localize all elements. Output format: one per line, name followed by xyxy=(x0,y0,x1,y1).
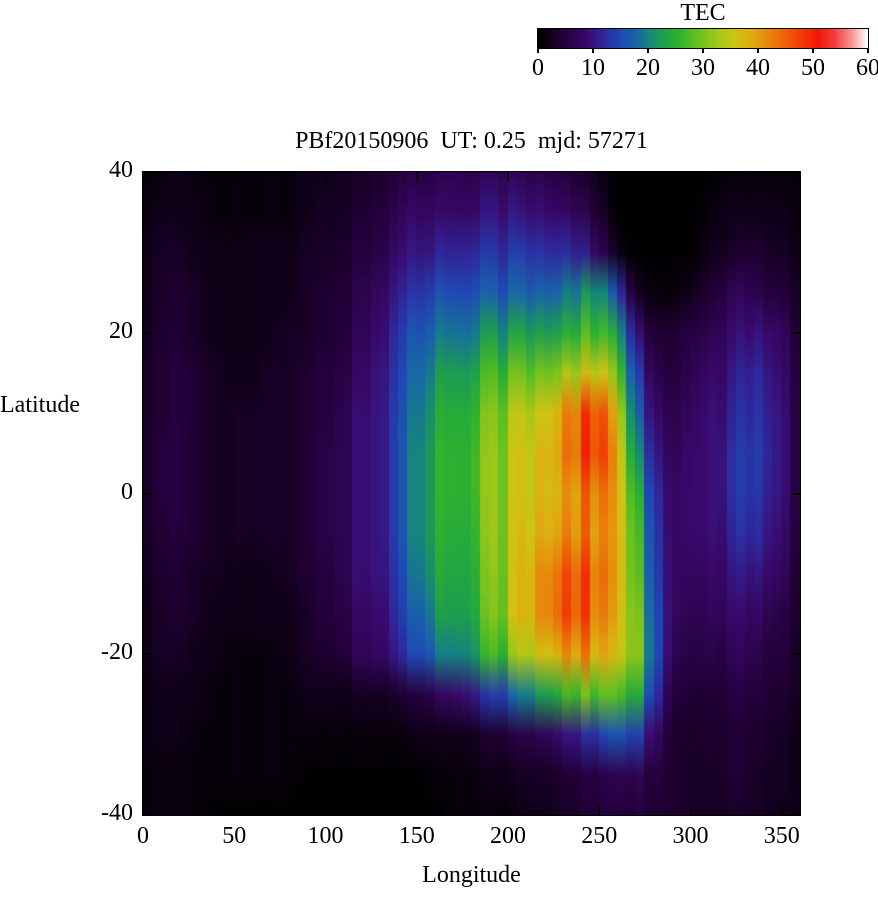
colorbar-tick-label: 30 xyxy=(691,55,715,81)
y-tick-label: 20 xyxy=(109,317,133,344)
x-tick xyxy=(142,806,144,815)
x-tick-label: 300 xyxy=(672,823,709,849)
y-tick xyxy=(143,331,152,334)
x-tick-label: 150 xyxy=(398,823,435,849)
x-tick-label: 50 xyxy=(222,823,247,849)
x-tick xyxy=(598,806,601,815)
colorbar-tick-label: 20 xyxy=(636,55,660,81)
x-tick-mirror xyxy=(780,172,783,181)
y-tick-label: -40 xyxy=(101,800,133,826)
y-tick xyxy=(143,492,152,495)
x-tick-mirror xyxy=(233,172,236,181)
colorbar-tick-label: 0 xyxy=(532,55,544,81)
colorbar-tick xyxy=(757,48,759,53)
x-tick-label: 200 xyxy=(490,823,526,849)
plot-border xyxy=(142,171,801,816)
x-tick xyxy=(415,806,418,815)
x-tick-mirror xyxy=(507,172,509,181)
y-tick xyxy=(143,653,152,656)
x-tick xyxy=(507,806,509,815)
colorbar-tick-label: 60 xyxy=(856,55,878,81)
colorbar-tick xyxy=(702,48,704,53)
y-tick-mirror xyxy=(791,653,800,656)
colorbar-tick xyxy=(812,48,814,53)
colorbar-gradient xyxy=(538,29,868,48)
colorbar-tick xyxy=(647,48,649,53)
colorbar-tick xyxy=(867,48,869,53)
y-tick-label: 0 xyxy=(121,478,133,505)
colorbar-tick xyxy=(537,48,539,53)
x-tick-mirror xyxy=(689,172,692,181)
colorbar-title: TEC xyxy=(680,0,726,26)
colorbar-tick-label: 10 xyxy=(581,55,605,81)
x-tick-label: 250 xyxy=(581,823,618,849)
y-axis-label: Latitude xyxy=(0,392,80,418)
x-tick-label: 350 xyxy=(763,823,800,849)
colorbar-tick-label: 50 xyxy=(801,55,825,81)
x-tick-mirror xyxy=(324,172,327,181)
tec-heatmap xyxy=(143,172,800,815)
x-tick-label: 0 xyxy=(137,823,149,849)
y-tick-mirror xyxy=(791,814,800,816)
y-tick xyxy=(143,814,152,816)
x-tick-mirror xyxy=(415,172,418,181)
colorbar-tick-label: 40 xyxy=(746,55,770,81)
y-tick-label: -20 xyxy=(101,639,133,666)
y-tick xyxy=(143,171,152,173)
x-tick-mirror xyxy=(598,172,601,181)
x-tick-mirror xyxy=(142,172,144,181)
x-axis-label: Longitude xyxy=(422,862,521,888)
x-tick-label: 100 xyxy=(307,823,344,849)
y-tick-mirror xyxy=(791,171,800,173)
x-tick xyxy=(780,806,783,815)
plot-title: PBf20150906 UT: 0.25 mjd: 57271 xyxy=(295,128,648,154)
y-tick-mirror xyxy=(791,331,800,334)
x-tick xyxy=(233,806,236,815)
y-tick-mirror xyxy=(791,492,800,495)
x-tick xyxy=(324,806,327,815)
colorbar-tick xyxy=(592,48,594,53)
y-tick-label: 40 xyxy=(109,157,133,183)
x-tick xyxy=(689,806,692,815)
